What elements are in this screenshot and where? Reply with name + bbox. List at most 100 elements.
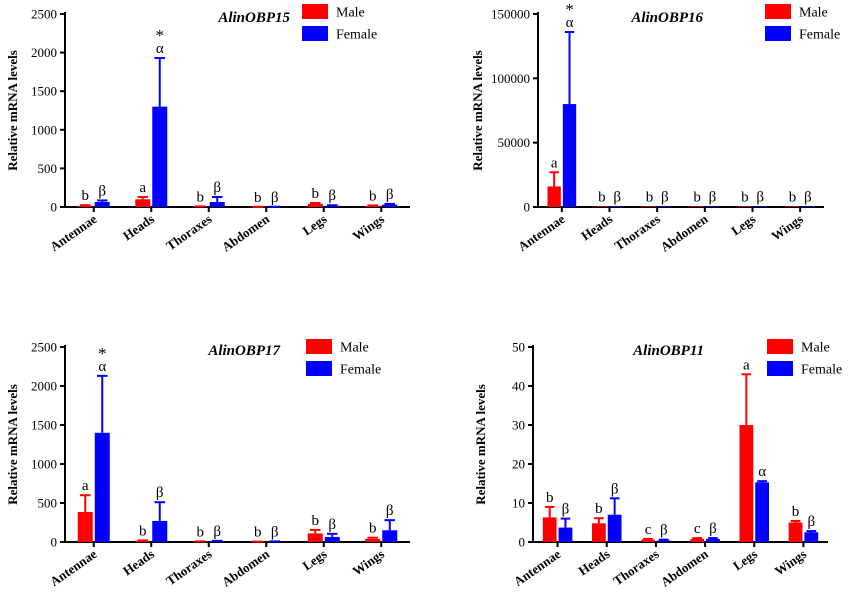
bar-male-legs <box>738 206 752 207</box>
x-tick-label: Heads <box>575 546 612 578</box>
y-tick-label: 10 <box>512 496 525 511</box>
legend-label-female: Female <box>799 28 840 43</box>
significance-label: β <box>271 524 279 540</box>
bar-male-antennae <box>77 205 93 207</box>
significance-label: β <box>611 481 619 497</box>
y-tick-label: 0 <box>519 535 526 550</box>
chart-title: AlinOBP17 <box>207 343 280 359</box>
bar-female-wings <box>804 532 819 542</box>
x-tick-label: Abdomen <box>219 211 273 255</box>
y-tick-label: 30 <box>512 418 525 433</box>
y-tick-label: 40 <box>512 379 525 394</box>
x-tick-label: Abdomen <box>219 546 273 590</box>
bar-female-abdomen <box>705 206 720 207</box>
bar-male-antennae <box>542 517 557 542</box>
y-tick-label: 50 <box>512 340 525 355</box>
x-tick-label: Wings <box>350 546 387 578</box>
legend-label-female: Female <box>340 363 381 378</box>
bar-male-heads <box>595 206 609 207</box>
bar-male-abdomen <box>690 206 704 207</box>
y-axis-title: Relative mRNA levels <box>473 384 488 505</box>
y-tick-label: 0 <box>51 535 58 550</box>
bar-female-thoraxes <box>658 206 672 207</box>
bar-male-legs <box>739 425 754 542</box>
significance-label: b <box>369 521 377 537</box>
significance-label: β <box>213 524 221 540</box>
y-tick-label: 1500 <box>31 418 57 433</box>
y-tick-label: 20 <box>512 457 525 472</box>
chart-panel-AlinOBP11: 0 10 20 30 40 50 Relative mRNA levels Antennae b… <box>473 339 842 590</box>
bar-female-heads <box>607 514 622 542</box>
x-tick-label: Abdomen <box>658 211 712 255</box>
y-tick-label: 500 <box>38 496 58 511</box>
legend-swatch-female <box>765 26 791 41</box>
significance-label: β <box>562 502 570 518</box>
legend-label-male: Male <box>336 6 365 21</box>
bar-male-antennae <box>77 511 93 542</box>
significance-label: b <box>789 189 797 205</box>
legend-swatch-male <box>765 4 791 19</box>
x-tick-label: Wings <box>350 211 387 243</box>
bar-male-abdomen <box>690 538 705 542</box>
x-tick-label: Thoraxes <box>612 211 663 253</box>
significance-label: β <box>709 521 717 537</box>
bar-female-heads <box>610 206 624 207</box>
significance-label: β <box>386 187 394 203</box>
bar-male-wings <box>785 206 800 207</box>
significance-label: b <box>312 186 320 202</box>
bar-male-wings <box>365 205 381 207</box>
y-axis-title: Relative mRNA levels <box>5 50 20 171</box>
y-tick-label: 0 <box>51 200 58 215</box>
significance-label: b <box>312 513 320 529</box>
x-tick-label: Antennae <box>515 211 568 254</box>
significance-label: β <box>807 514 815 530</box>
y-axis-title: Relative mRNA levels <box>470 50 485 171</box>
significance-label: β <box>271 190 279 206</box>
x-tick-label: Legs <box>300 211 330 238</box>
y-tick-label: 1000 <box>31 457 57 472</box>
chart-panel-AlinOBP15: 0 500 1000 1500 2000 2500 Relative mRNA levels… <box>5 4 410 255</box>
legend-label-female: Female <box>336 28 377 43</box>
chart-panel-AlinOBP17: 0 500 1000 1500 2000 2500 Relative mRNA levels… <box>5 339 410 590</box>
bar-female-wings <box>382 204 398 207</box>
chart-title: AlinOBP11 <box>632 343 704 359</box>
x-tick-label: Legs <box>728 211 758 238</box>
significance-star: * <box>98 344 107 363</box>
bar-female-antennae <box>94 432 110 542</box>
significance-label: b <box>139 523 147 539</box>
bar-male-heads <box>591 523 606 542</box>
legend-swatch-male <box>767 339 793 354</box>
y-tick-label: 2500 <box>31 7 57 22</box>
x-tick-label: Legs <box>730 546 760 573</box>
x-tick-label: Abdomen <box>658 546 712 590</box>
x-tick-label: Wings <box>768 211 805 243</box>
x-tick-label: Antennae <box>47 546 100 589</box>
significance-label: c <box>645 522 652 538</box>
bar-male-thoraxes <box>642 206 657 207</box>
significance-label: b <box>197 524 205 540</box>
bar-male-wings <box>365 538 381 542</box>
bar-male-wings <box>788 522 803 542</box>
bar-female-legs <box>324 536 340 542</box>
chart-title: AlinOBP16 <box>630 10 703 26</box>
significance-label: b <box>369 188 377 204</box>
bar-female-thoraxes <box>209 201 225 207</box>
significance-label: β <box>328 517 336 533</box>
legend-label-male: Male <box>801 341 830 356</box>
significance-label: a <box>743 357 750 373</box>
bar-male-thoraxes <box>641 539 655 542</box>
significance-label: a <box>82 478 89 494</box>
significance-label: β <box>156 485 164 501</box>
bar-female-heads <box>152 106 168 207</box>
significance-label: b <box>254 525 262 541</box>
y-tick-label: 2000 <box>31 45 57 60</box>
significance-label: β <box>661 189 669 205</box>
significance-label: b <box>792 504 800 520</box>
legend-swatch-male <box>306 339 332 354</box>
significance-label: α <box>156 41 164 57</box>
significance-label: α <box>566 15 574 31</box>
x-tick-label: Thoraxes <box>163 546 214 588</box>
bar-female-legs <box>755 482 770 542</box>
y-tick-label: 1500 <box>31 84 57 99</box>
